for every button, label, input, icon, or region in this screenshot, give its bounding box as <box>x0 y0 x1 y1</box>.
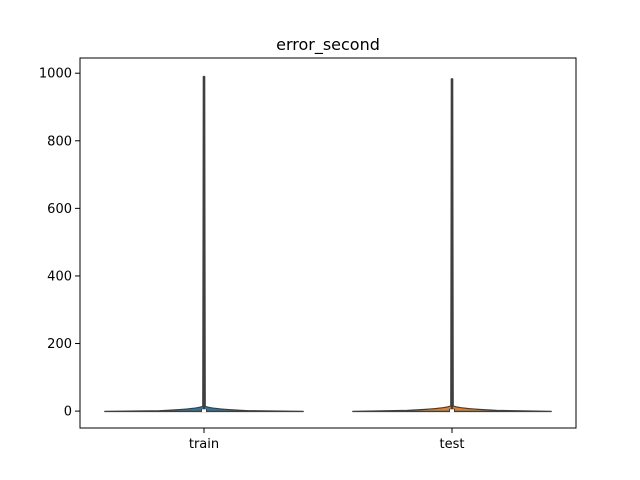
violins-layer <box>104 75 552 413</box>
x-tick-label-test: test <box>440 437 465 452</box>
plot-frame <box>79 57 577 429</box>
y-tick-label: 800 <box>47 134 72 149</box>
median-test <box>450 409 454 413</box>
y-tick-label: 400 <box>47 269 72 284</box>
y-tick-label: 0 <box>64 405 72 420</box>
plot-area <box>80 58 576 428</box>
median-train <box>202 409 206 413</box>
chart-title: error_second <box>276 35 380 55</box>
y-tick-label: 1000 <box>39 67 72 82</box>
y-tick-label: 200 <box>47 337 72 352</box>
x-tick-label-train: train <box>189 437 219 452</box>
y-axis: 0 200 400 600 800 1000 <box>39 67 80 420</box>
y-tick-label: 600 <box>47 202 72 217</box>
x-axis: train test <box>189 428 465 452</box>
